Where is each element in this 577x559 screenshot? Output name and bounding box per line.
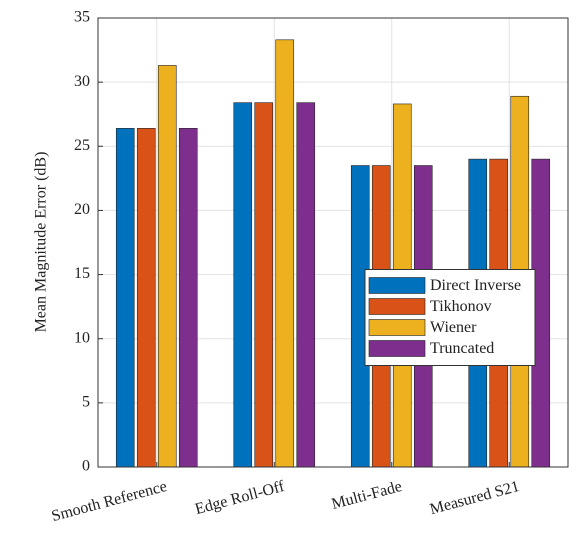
bar: [254, 102, 274, 468]
plot-frame: [97, 17, 569, 468]
y-tick-label: 10: [74, 329, 90, 346]
bar: [296, 102, 316, 468]
x-tick-label: Smooth Reference: [50, 478, 169, 525]
y-tick-label: 0: [82, 458, 90, 475]
y-tick-label: 30: [74, 73, 90, 90]
bar: [275, 39, 295, 468]
x-tick-label: Multi-Fade: [330, 478, 404, 513]
y-tick-label: 25: [74, 137, 90, 154]
legend-swatch: [368, 277, 426, 294]
legend-swatch: [368, 298, 426, 315]
legend-label: Direct Inverse: [430, 277, 521, 294]
legend-label: Truncated: [430, 340, 494, 357]
bar: [136, 128, 156, 468]
legend-label: Wiener: [430, 319, 477, 336]
x-tick-label: Measured S21: [428, 478, 521, 518]
legend-swatch: [368, 340, 426, 357]
bar: [233, 102, 253, 468]
bar: [115, 128, 135, 468]
bar: [157, 65, 177, 468]
legend-label: Tikhonov: [430, 298, 492, 315]
y-tick-label: 35: [74, 9, 90, 26]
y-tick-label: 5: [82, 394, 90, 411]
legend-swatch: [368, 319, 426, 336]
y-axis-label: Mean Magnitude Error (dB): [33, 152, 50, 333]
legend: Direct Inverse Tikhonov Wiener Truncated: [364, 269, 536, 366]
bar: [178, 128, 198, 468]
y-tick-label: 20: [74, 201, 90, 218]
x-tick-label: Edge Roll-Off: [193, 478, 287, 518]
y-tick-label: 15: [74, 265, 90, 282]
